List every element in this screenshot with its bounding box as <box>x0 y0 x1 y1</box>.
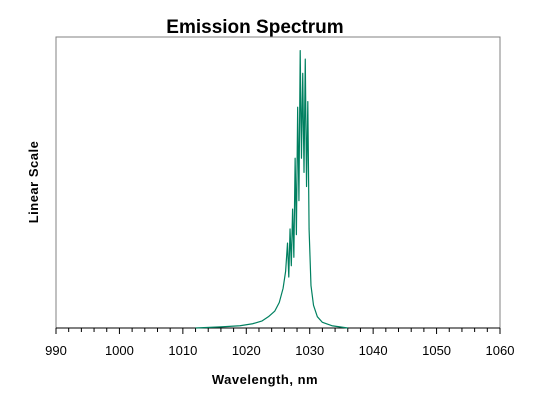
x-axis-ticks <box>55 328 501 334</box>
x-tick-label-1030: 1030 <box>295 343 324 358</box>
y-axis-label: Linear Scale <box>26 141 41 224</box>
x-tick-label-1040: 1040 <box>359 343 388 358</box>
plot-area <box>55 36 501 329</box>
x-tick-label-1000: 1000 <box>105 343 134 358</box>
x-tick-label-990: 990 <box>45 343 67 358</box>
x-axis-tick-labels: 990 1000 1010 1020 1030 1040 1050 1060 <box>45 343 514 358</box>
chart-title: Emission Spectrum <box>166 17 343 38</box>
x-tick-label-1050: 1050 <box>422 343 451 358</box>
x-axis-label: Wavelength, nm <box>212 372 318 387</box>
x-tick-label-1060: 1060 <box>486 343 515 358</box>
series-line-emission <box>195 50 348 329</box>
x-tick-label-1010: 1010 <box>168 343 197 358</box>
x-tick-label-1020: 1020 <box>232 343 261 358</box>
